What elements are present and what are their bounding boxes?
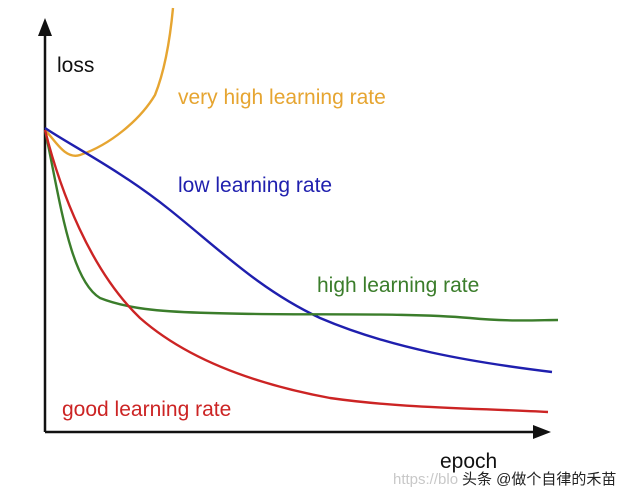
y-axis-label: loss <box>57 54 94 77</box>
very-high-lr-curve <box>44 7 175 157</box>
y-axis-arrow <box>38 18 52 36</box>
high-lr-curve <box>43 129 559 322</box>
x-axis-label: epoch <box>440 450 497 473</box>
good-lr-curve <box>43 129 549 414</box>
curve-label: low learning rate <box>178 174 332 197</box>
curve-label: high learning rate <box>317 274 479 297</box>
low-lr-curve <box>44 127 553 374</box>
curve-label: very high learning rate <box>178 86 386 109</box>
curve-label: good learning rate <box>62 398 231 421</box>
watermark-text: 头条 @做个自律的禾苗 <box>462 471 616 488</box>
x-axis-arrow <box>533 425 551 439</box>
watermark-url: https://blo <box>393 471 458 488</box>
